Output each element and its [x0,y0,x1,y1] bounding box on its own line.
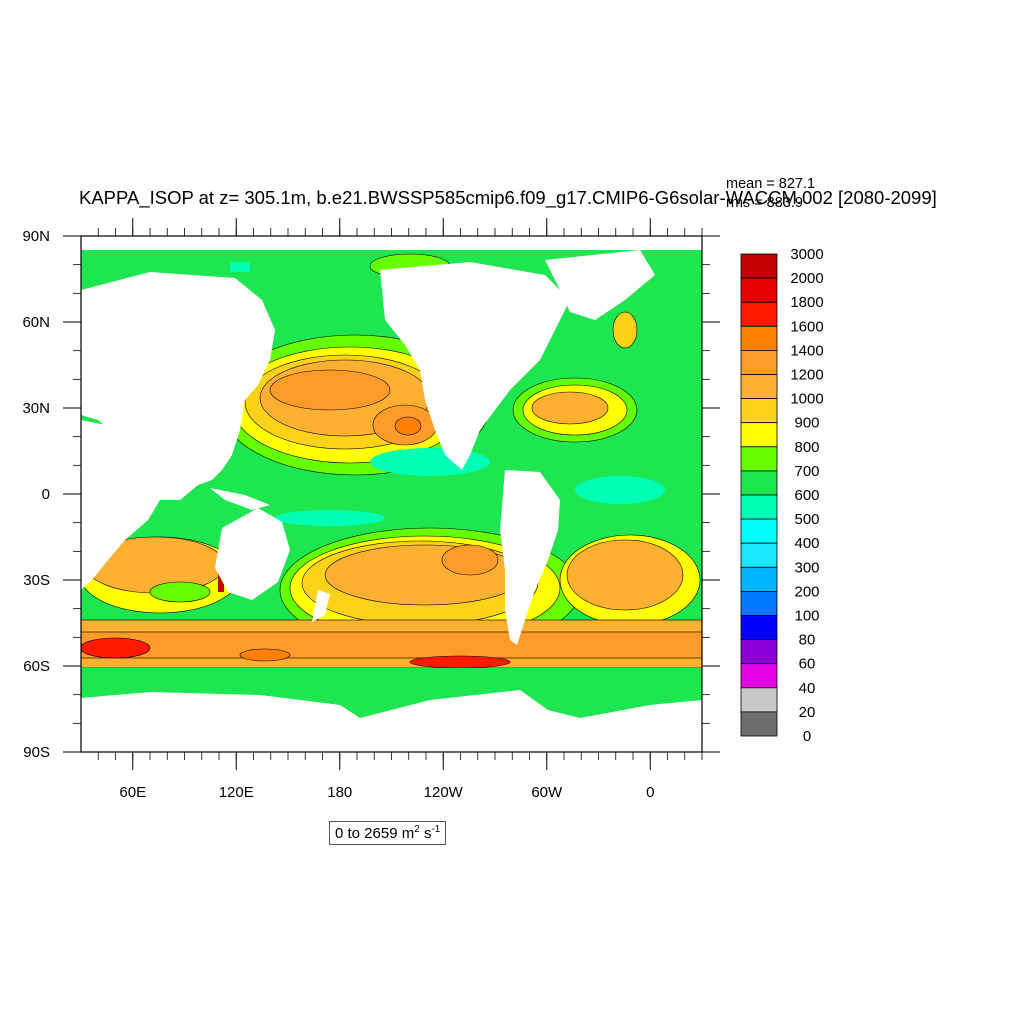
colorbar-swatch [740,325,778,351]
eq-atlantic-cyan [575,476,665,504]
lat-tick-label: 90N [22,228,50,245]
indian-ocean-gyre [81,536,241,614]
colorbar-label: 1000 [790,391,823,408]
colorbar-swatch [740,542,778,568]
lat-tick-label: 60S [23,658,50,675]
colorbar-swatch [740,301,778,327]
mean-stat: mean = 827.1 [726,176,816,192]
colorbar-swatch [740,446,778,472]
colorbar-label: 0 [803,728,811,745]
lat-tick-label: 0 [42,486,50,503]
colorbar-swatch [740,566,778,592]
colorbar-label: 20 [799,704,816,721]
unit-s-exp: -1 [431,824,441,835]
colorbar-swatch [740,687,778,713]
colorbar-swatch [740,349,778,375]
range-text: 0 to 2659 [335,825,402,842]
south-atlantic-gyre [559,534,701,626]
land [81,236,702,752]
colorbar-label: 700 [794,463,819,480]
lon-tick-label: 0 [646,784,654,801]
colorbar-label: 1400 [790,342,823,359]
colorbar-label: 800 [794,439,819,456]
arctic-cyan [230,262,250,272]
colorbar-label: 1200 [790,367,823,384]
colorbar-label: 1800 [790,294,823,311]
north-atlantic-gyre [512,311,638,443]
colorbar-label: 1600 [790,318,823,335]
unit-base: m [401,825,415,842]
lon-tick-label: 60E [119,784,146,801]
lon-tick-label: 120E [219,784,254,801]
colorbar-label: 600 [794,487,819,504]
colorbar-swatch [740,615,778,641]
colorbar-label: 40 [799,680,816,697]
lon-tick-label: 60W [531,784,563,801]
lat-tick-label: 30N [22,400,50,417]
lon-tick-label: 180 [327,784,352,801]
colorbar-swatch [740,470,778,496]
colorbar-swatch [740,398,778,424]
colorbar-label: 3000 [790,246,823,263]
colorbar-label: 400 [794,535,819,552]
lat-tick-label: 90S [23,744,50,761]
colorbar-label: 500 [794,511,819,528]
lat-tick-label: 60N [22,314,50,331]
colorbar-swatch [740,277,778,303]
lon-tick-label: 120W [424,784,464,801]
north-pacific-gyre [219,334,491,476]
colorbar-label: 2000 [790,270,823,287]
colorbar-swatch [740,639,778,665]
lon-axis: 60E 120E 180 120W 60W 0 [119,784,654,801]
colorbar-swatch [740,711,778,737]
colorbar-swatch [740,422,778,448]
colorbar-label: 60 [799,656,816,673]
colorbar-label: 100 [794,608,819,625]
lat-axis: 90N 60N 30N 0 30S 60S 90S [22,228,50,761]
colorbar-swatch [740,374,778,400]
colorbar-swatch [740,591,778,616]
colorbar-label: 80 [799,632,816,649]
colorbar-swatch [740,494,778,520]
eq-pacific-cyan [370,448,490,476]
lat-tick-label: 30S [23,572,50,589]
colorbar-label: 200 [794,583,819,600]
unit-s: s [419,825,432,842]
unit-exp: 2 [414,824,420,835]
rms-stat: rms = 883.9 [726,195,803,211]
eq-west-pacific-cyan [275,510,385,526]
axis-ticks [63,218,720,770]
field-layer [81,236,702,752]
colorbar-swatch [740,253,778,279]
colorbar-swatch [740,663,778,689]
value-range-label: 0 to 2659 m2 s-1 [329,821,447,845]
plot-title: KAPPA_ISOP at z= 305.1m, b.e21.BWSSP585c… [79,187,937,208]
colorbar-label: 900 [794,415,819,432]
colorbar-swatch [740,518,778,544]
colorbar: 3000200018001600140012001000900800700600… [740,246,824,745]
colorbar-label: 300 [794,559,819,576]
